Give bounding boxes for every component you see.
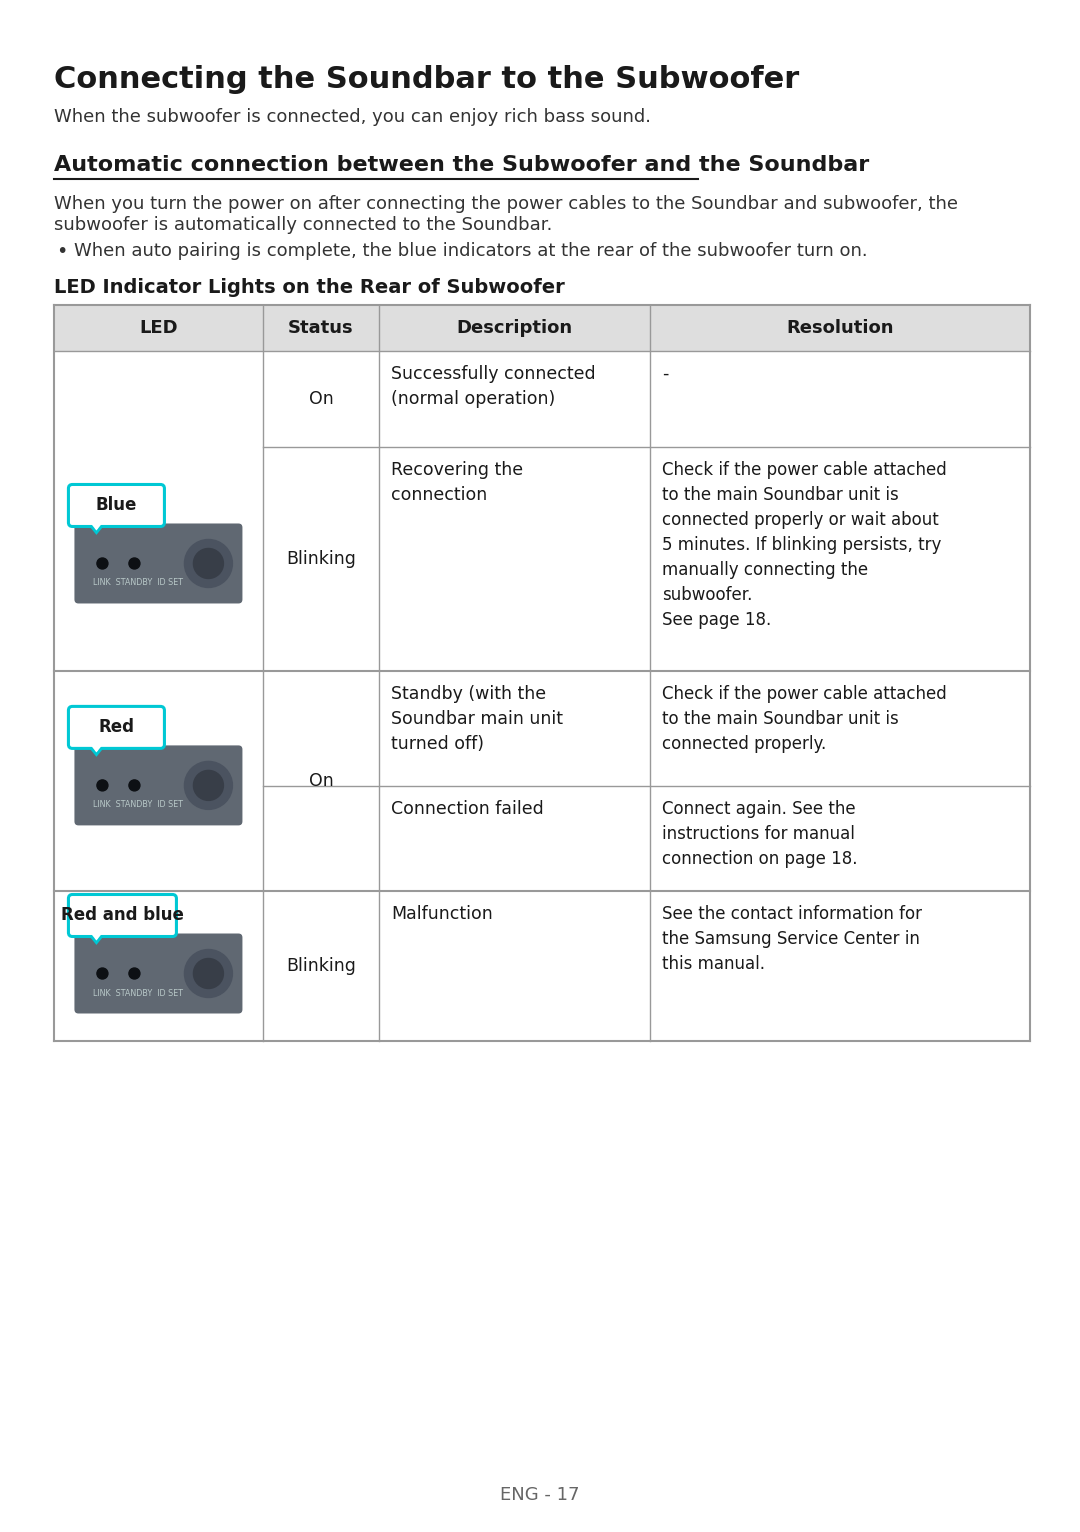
Text: Status: Status bbox=[288, 319, 354, 337]
Text: When the subwoofer is connected, you can enjoy rich bass sound.: When the subwoofer is connected, you can… bbox=[54, 107, 651, 126]
Text: Blue: Blue bbox=[96, 496, 137, 515]
Bar bbox=[54, 351, 262, 671]
Text: Resolution: Resolution bbox=[786, 319, 894, 337]
Circle shape bbox=[129, 558, 140, 568]
Circle shape bbox=[193, 548, 224, 579]
Circle shape bbox=[97, 780, 108, 791]
Text: Standby (with the
Soundbar main unit
turned off): Standby (with the Soundbar main unit tur… bbox=[391, 685, 563, 754]
Text: Connecting the Soundbar to the Subwoofer: Connecting the Soundbar to the Subwoofer bbox=[54, 64, 799, 93]
Polygon shape bbox=[87, 931, 106, 942]
FancyBboxPatch shape bbox=[75, 933, 242, 1014]
Text: Malfunction: Malfunction bbox=[391, 905, 492, 922]
Circle shape bbox=[193, 959, 224, 988]
Text: LINK  STANDBY  ID SET: LINK STANDBY ID SET bbox=[94, 579, 184, 587]
Text: See the contact information for
the Samsung Service Center in
this manual.: See the contact information for the Sams… bbox=[662, 905, 922, 973]
Text: Connect again. See the
instructions for manual
connection on page 18.: Connect again. See the instructions for … bbox=[662, 800, 858, 869]
Text: Recovering the
connection: Recovering the connection bbox=[391, 461, 523, 504]
FancyBboxPatch shape bbox=[68, 706, 164, 749]
Text: LINK  STANDBY  ID SET: LINK STANDBY ID SET bbox=[94, 988, 184, 997]
FancyBboxPatch shape bbox=[75, 746, 242, 826]
Circle shape bbox=[193, 771, 224, 800]
Circle shape bbox=[185, 761, 232, 809]
Text: On: On bbox=[309, 391, 334, 408]
Text: When you turn the power on after connecting the power cables to the Soundbar and: When you turn the power on after connect… bbox=[54, 195, 958, 213]
Bar bbox=[262, 351, 1030, 447]
Polygon shape bbox=[87, 743, 106, 754]
Text: •: • bbox=[56, 242, 67, 260]
Text: Check if the power cable attached
to the main Soundbar unit is
connected properl: Check if the power cable attached to the… bbox=[662, 685, 947, 754]
Text: LINK  STANDBY  ID SET: LINK STANDBY ID SET bbox=[94, 800, 184, 809]
Text: Description: Description bbox=[457, 319, 572, 337]
Bar bbox=[262, 671, 1030, 786]
Text: Red and blue: Red and blue bbox=[60, 907, 184, 924]
Text: Automatic connection between the Subwoofer and the Soundbar: Automatic connection between the Subwoof… bbox=[54, 155, 869, 175]
Circle shape bbox=[129, 780, 140, 791]
Circle shape bbox=[185, 539, 232, 587]
Polygon shape bbox=[87, 521, 106, 533]
Circle shape bbox=[129, 968, 140, 979]
Bar bbox=[54, 305, 1030, 351]
Text: Check if the power cable attached
to the main Soundbar unit is
connected properl: Check if the power cable attached to the… bbox=[662, 461, 947, 630]
Text: -: - bbox=[662, 365, 669, 383]
Circle shape bbox=[97, 968, 108, 979]
FancyBboxPatch shape bbox=[68, 895, 176, 936]
Circle shape bbox=[97, 558, 108, 568]
Text: Red: Red bbox=[98, 719, 134, 737]
Text: Successfully connected
(normal operation): Successfully connected (normal operation… bbox=[391, 365, 596, 408]
Polygon shape bbox=[89, 930, 105, 941]
Text: LED: LED bbox=[139, 319, 178, 337]
Text: ENG - 17: ENG - 17 bbox=[500, 1486, 580, 1504]
Bar bbox=[54, 892, 1030, 1042]
Text: subwoofer is automatically connected to the Soundbar.: subwoofer is automatically connected to … bbox=[54, 216, 552, 234]
Bar bbox=[54, 671, 262, 892]
Circle shape bbox=[185, 950, 232, 997]
Text: Connection failed: Connection failed bbox=[391, 800, 543, 818]
Text: When auto pairing is complete, the blue indicators at the rear of the subwoofer : When auto pairing is complete, the blue … bbox=[75, 242, 867, 260]
FancyBboxPatch shape bbox=[68, 484, 164, 527]
Bar bbox=[262, 786, 1030, 892]
Text: Blinking: Blinking bbox=[286, 958, 356, 974]
Bar bbox=[262, 447, 1030, 671]
Polygon shape bbox=[89, 743, 105, 752]
Polygon shape bbox=[89, 521, 105, 530]
FancyBboxPatch shape bbox=[75, 524, 242, 604]
Text: LED Indicator Lights on the Rear of Subwoofer: LED Indicator Lights on the Rear of Subw… bbox=[54, 277, 565, 297]
Text: On: On bbox=[309, 772, 334, 791]
Text: Blinking: Blinking bbox=[286, 550, 356, 568]
